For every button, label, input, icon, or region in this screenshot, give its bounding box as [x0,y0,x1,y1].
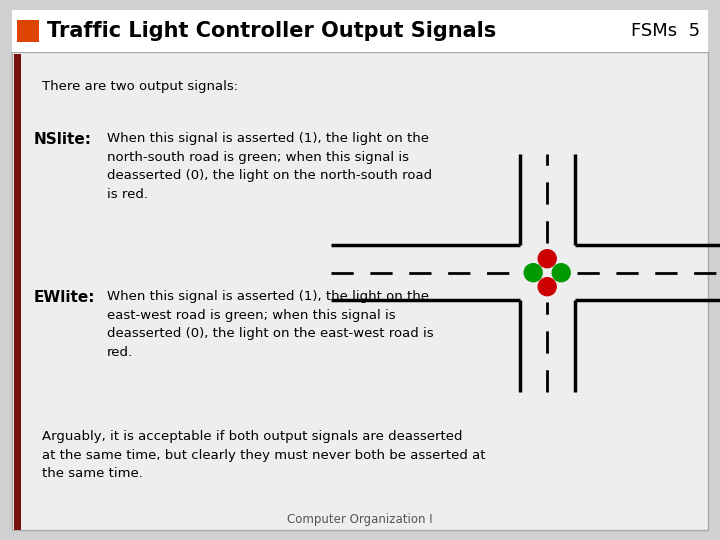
Text: Traffic Light Controller Output Signals: Traffic Light Controller Output Signals [47,21,496,41]
Text: FSMs  5: FSMs 5 [631,22,700,40]
Text: Arguably, it is acceptable if both output signals are deasserted
at the same tim: Arguably, it is acceptable if both outpu… [42,430,485,480]
Bar [12,10,708,52]
Circle shape [539,278,557,296]
Circle shape [552,264,570,282]
Bar [12,52,708,530]
Circle shape [539,249,557,268]
Text: EWlite:: EWlite: [34,290,96,305]
Text: When this signal is asserted (1), the light on the
east-west road is green; when: When this signal is asserted (1), the li… [107,290,433,359]
Bar [14,54,21,530]
Circle shape [524,264,542,282]
Text: There are two output signals:: There are two output signals: [42,80,238,93]
Text: NSlite:: NSlite: [34,132,92,147]
Bar [17,20,39,42]
Text: When this signal is asserted (1), the light on the
north-south road is green; wh: When this signal is asserted (1), the li… [107,132,432,200]
Text: Computer Organization I: Computer Organization I [287,513,433,526]
